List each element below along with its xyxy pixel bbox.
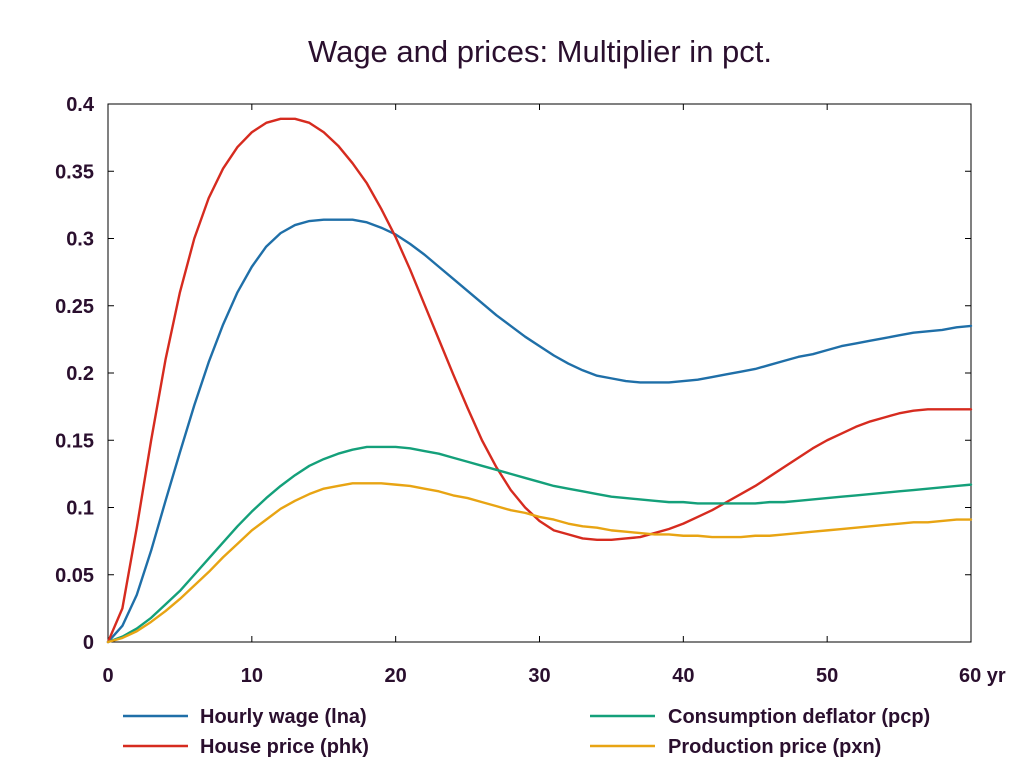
- x-axis-ticks: 0 10 20 30 40 50 60 yr: [102, 104, 1006, 687]
- legend: Hourly wage (lna) House price (phk) Consum…: [123, 706, 930, 758]
- y-tick-label: 0.25: [55, 296, 94, 318]
- y-tick-label: 0.05: [55, 565, 94, 587]
- legend-item: Consumption deflator (pcp): [590, 706, 930, 728]
- series-line-3: [106, 482, 973, 644]
- y-tick-label: 0.35: [55, 161, 94, 183]
- plot-frame: [107, 103, 972, 643]
- series-group: [106, 117, 973, 644]
- legend-item: Hourly wage (lna): [123, 706, 367, 728]
- series-line-2: [106, 445, 973, 644]
- legend-label: Hourly wage (lna): [200, 706, 367, 728]
- legend-label: Consumption deflator (pcp): [668, 706, 930, 728]
- x-tick-label: 40: [672, 665, 694, 687]
- series-line-1: [106, 117, 973, 644]
- y-tick-label: 0.1: [66, 498, 94, 520]
- legend-item: House price (phk): [123, 736, 369, 758]
- plot-area: [107, 103, 972, 643]
- series-line-0: [106, 218, 973, 644]
- legend-item: Production price (pxn): [590, 736, 881, 758]
- y-tick-label: 0.3: [66, 229, 94, 251]
- y-axis-ticks: 0 0.05 0.1 0.15 0.2 0.25 0.3 0.35 0.4: [55, 94, 971, 654]
- x-tick-label: 0: [102, 665, 113, 687]
- y-tick-label: 0.15: [55, 430, 94, 452]
- x-tick-label: 10: [241, 665, 263, 687]
- x-tick-label: 60 yr: [959, 665, 1006, 687]
- y-tick-label: 0: [83, 632, 94, 654]
- y-tick-label: 0.4: [66, 94, 95, 116]
- x-tick-label: 30: [528, 665, 550, 687]
- x-tick-label: 50: [816, 665, 838, 687]
- x-tick-label: 20: [385, 665, 407, 687]
- chart-title: Wage and prices: Multiplier in pct.: [308, 34, 772, 69]
- legend-label: House price (phk): [200, 736, 369, 758]
- y-tick-label: 0.2: [66, 363, 94, 385]
- legend-label: Production price (pxn): [668, 736, 881, 758]
